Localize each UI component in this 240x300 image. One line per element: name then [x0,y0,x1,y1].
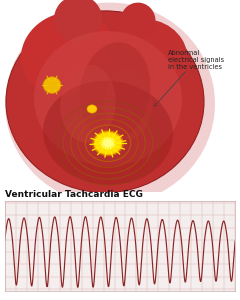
Ellipse shape [60,65,116,142]
Ellipse shape [43,77,61,93]
Ellipse shape [94,132,122,154]
Ellipse shape [21,12,115,96]
Ellipse shape [34,31,182,166]
Ellipse shape [120,3,156,39]
Ellipse shape [79,42,150,140]
Ellipse shape [87,105,97,113]
Text: Abnormal
electrical signals
in the ventricles: Abnormal electrical signals in the ventr… [155,50,224,106]
Ellipse shape [104,68,152,139]
Ellipse shape [6,11,204,193]
Ellipse shape [54,0,102,42]
Text: Ventricular Tachcardia ECG: Ventricular Tachcardia ECG [5,190,143,199]
Ellipse shape [108,20,188,95]
Ellipse shape [101,137,115,149]
Ellipse shape [5,3,215,205]
Ellipse shape [43,81,173,185]
